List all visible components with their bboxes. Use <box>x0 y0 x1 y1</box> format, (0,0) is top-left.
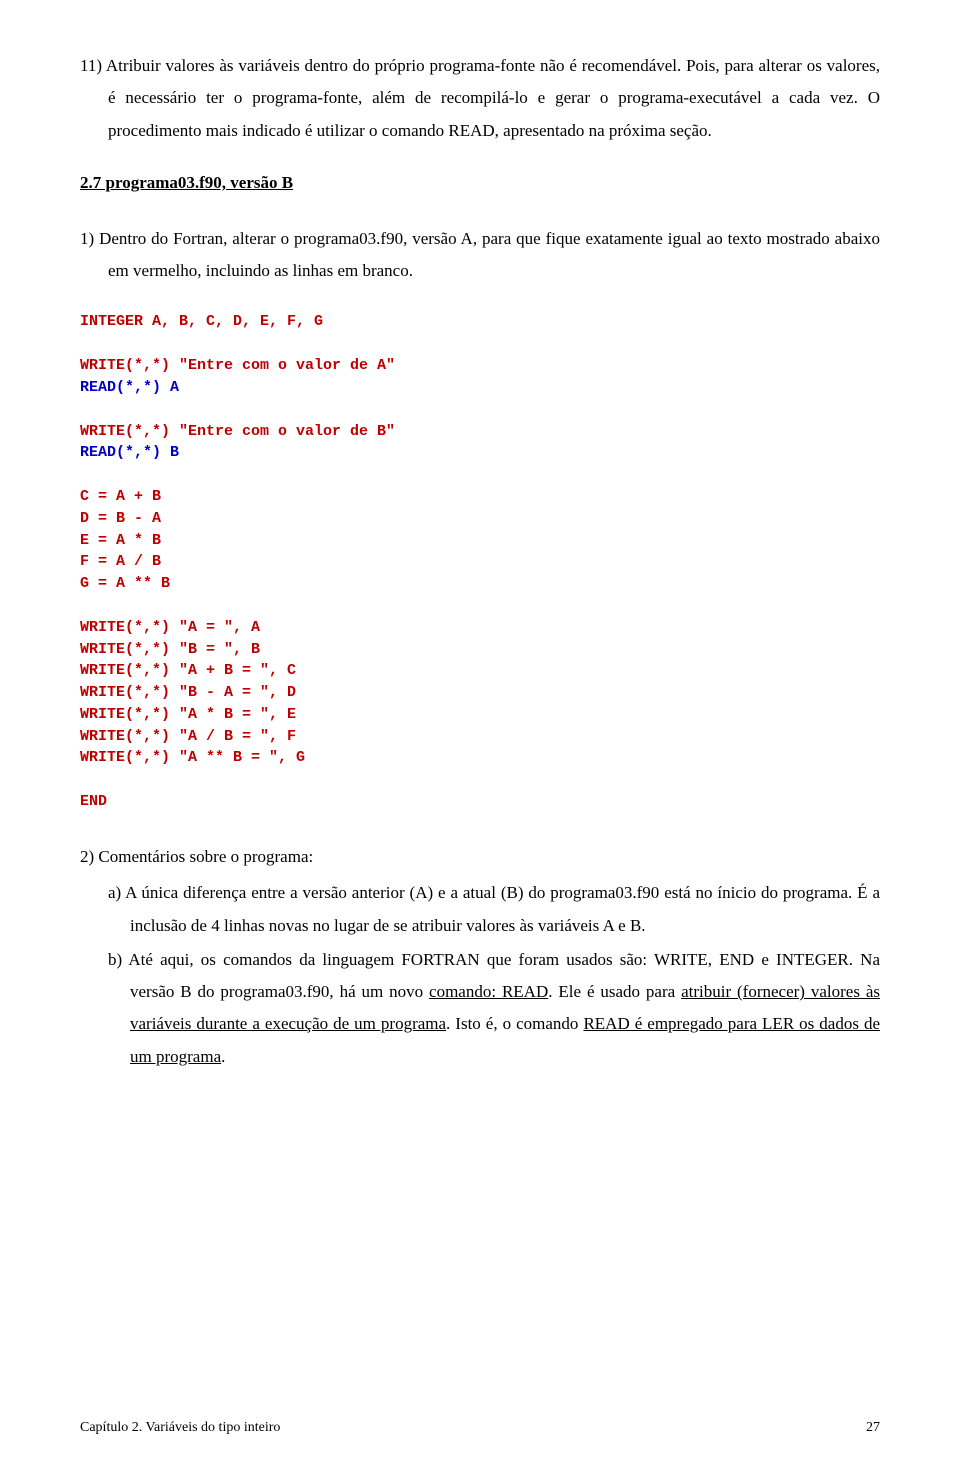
code-line: D = B - A <box>80 508 880 530</box>
sub-item-b: b) Até aqui, os comandos da linguagem FO… <box>80 944 880 1073</box>
code-line: E = A * B <box>80 530 880 552</box>
code-line: WRITE(*,*) "Entre com o valor de B" <box>80 421 880 443</box>
sub-b-prefix: b) <box>108 950 128 969</box>
code-line: WRITE(*,*) "A + B = ", C <box>80 660 880 682</box>
paragraph-11: 11) Atribuir valores às variáveis dentro… <box>80 50 880 147</box>
sub-b-underline-1: comando: READ <box>429 982 548 1001</box>
sub-item-a: a) A única diferença entre a versão ante… <box>80 877 880 942</box>
section-heading: 2.7 programa03.f90, versão B <box>80 173 880 193</box>
sub-b-text-4: . <box>221 1047 225 1066</box>
code-line: F = A / B <box>80 551 880 573</box>
code-line: WRITE(*,*) "B - A = ", D <box>80 682 880 704</box>
list-item-2: 2) Comentários sobre o programa: <box>80 841 880 873</box>
code-line: END <box>80 791 880 813</box>
footer-page-number: 27 <box>866 1420 880 1436</box>
sub-a-text: A única diferença entre a versão anterio… <box>125 883 880 934</box>
sub-b-text-2: . Ele é usado para <box>548 982 681 1001</box>
code-line: G = A ** B <box>80 573 880 595</box>
sub-a-prefix: a) <box>108 883 125 902</box>
code-line: WRITE(*,*) "A / B = ", F <box>80 726 880 748</box>
code-block: INTEGER A, B, C, D, E, F, G WRITE(*,*) "E… <box>80 311 880 813</box>
code-line: INTEGER A, B, C, D, E, F, G <box>80 311 880 333</box>
code-line: C = A + B <box>80 486 880 508</box>
page-footer: Capítulo 2. Variáveis do tipo inteiro 27 <box>80 1420 880 1436</box>
sub-b-text-3: . Isto é, o comando <box>446 1014 583 1033</box>
footer-left: Capítulo 2. Variáveis do tipo inteiro <box>80 1420 280 1436</box>
code-line: WRITE(*,*) "A = ", A <box>80 617 880 639</box>
code-line: WRITE(*,*) "A * B = ", E <box>80 704 880 726</box>
code-line: WRITE(*,*) "A ** B = ", G <box>80 747 880 769</box>
code-line: READ(*,*) A <box>80 377 880 399</box>
list-item-1: 1) Dentro do Fortran, alterar o programa… <box>80 223 880 288</box>
code-line: READ(*,*) B <box>80 442 880 464</box>
code-line: WRITE(*,*) "B = ", B <box>80 639 880 661</box>
code-line: WRITE(*,*) "Entre com o valor de A" <box>80 355 880 377</box>
